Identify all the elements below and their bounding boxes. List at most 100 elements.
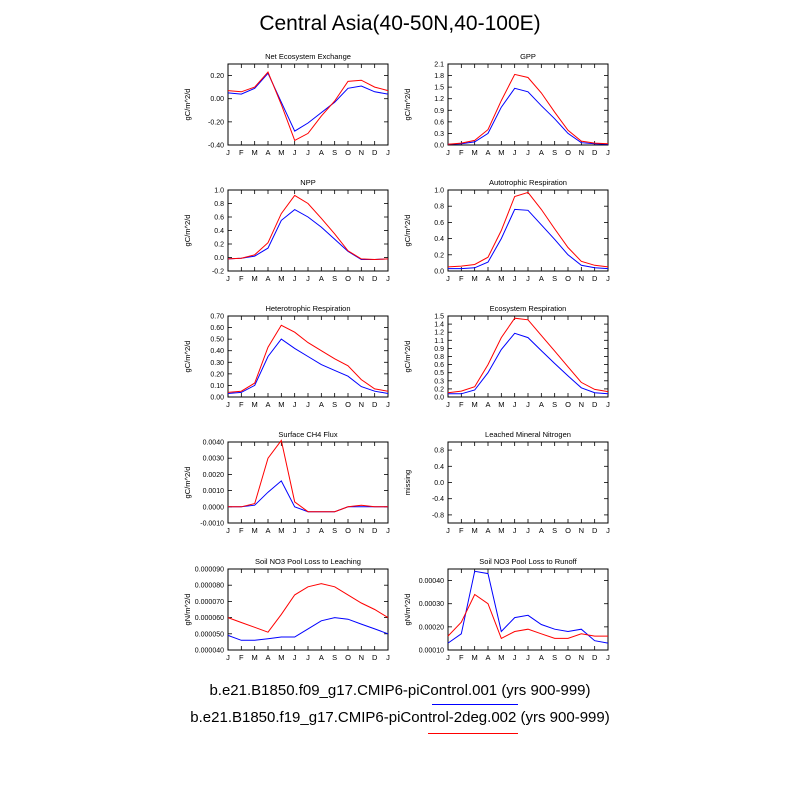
x-tick-label: A: [265, 400, 270, 409]
x-tick-label: J: [226, 274, 230, 283]
series-line-1: [227, 338, 389, 394]
panel-title: Surface CH4 Flux: [278, 430, 337, 439]
x-tick-label: M: [252, 148, 258, 157]
y-tick-label: 1.0: [214, 188, 224, 195]
x-tick-label: A: [265, 148, 270, 157]
x-tick-label: O: [565, 274, 571, 283]
y-tick-label: 0.8: [434, 354, 444, 361]
x-tick-label: J: [606, 148, 610, 157]
x-tick-label: J: [606, 526, 610, 535]
y-tick-label: 0.000090: [195, 567, 224, 574]
series-line-1: [447, 570, 609, 644]
x-tick-label: A: [485, 653, 490, 662]
y-tick-label: 0.6: [434, 362, 444, 369]
plot-frame: [447, 315, 609, 398]
x-tick-label: J: [226, 653, 230, 662]
x-tick-label: J: [293, 274, 297, 283]
y-tick-label: 1.1: [434, 338, 444, 345]
y-tick-label: 0.2: [434, 386, 444, 393]
x-tick-label: D: [592, 274, 598, 283]
x-tick-label: A: [539, 274, 544, 283]
y-tick-label: 1.4: [434, 322, 444, 329]
x-tick-label: A: [539, 148, 544, 157]
y-tick-label: 1.0: [434, 188, 444, 195]
y-tick-label: 0.6: [434, 220, 444, 227]
x-tick-label: O: [565, 653, 571, 662]
panel-title: Leached Mineral Nitrogen: [485, 430, 571, 439]
plot-frame: [447, 568, 609, 651]
x-tick-label: F: [459, 400, 464, 409]
plot-frame: [227, 568, 389, 651]
x-tick-label: J: [446, 526, 450, 535]
y-tick-label: 0.00: [210, 96, 224, 103]
y-tick-label: 0.8: [214, 201, 224, 208]
y-tick-label: 0.4: [214, 228, 224, 235]
x-tick-label: M: [252, 526, 258, 535]
x-tick-label: S: [332, 526, 337, 535]
y-tick-label: 0.4: [434, 464, 444, 471]
x-tick-label: J: [513, 274, 517, 283]
x-tick-label: J: [226, 526, 230, 535]
x-tick-label: O: [565, 148, 571, 157]
x-tick-label: D: [372, 400, 378, 409]
panel-title: Soil NO3 Pool Loss to Leaching: [255, 557, 361, 566]
y-tick-label: 0.60: [210, 325, 224, 332]
series-line-2: [227, 194, 389, 261]
x-tick-label: J: [526, 526, 530, 535]
x-tick-label: A: [539, 653, 544, 662]
series-line-2: [227, 324, 389, 393]
x-tick-label: F: [239, 400, 244, 409]
x-tick-label: A: [319, 148, 324, 157]
y-tick-label: 0.3: [434, 131, 444, 138]
x-tick-label: J: [446, 653, 450, 662]
x-tick-label: J: [386, 526, 390, 535]
y-tick-label: 0.8: [434, 448, 444, 455]
y-tick-label: 1.5: [434, 314, 444, 321]
x-tick-label: A: [485, 148, 490, 157]
series-line-1: [228, 480, 388, 513]
series-line-2: [447, 317, 609, 394]
panel-title: Ecosystem Respiration: [490, 304, 567, 313]
series-line-1: [448, 208, 609, 270]
x-tick-label: M: [278, 274, 284, 283]
x-tick-label: M: [498, 400, 504, 409]
x-tick-label: J: [386, 148, 390, 157]
y-tick-label: -0.8: [432, 512, 444, 519]
x-tick-label: J: [306, 274, 310, 283]
panel-title: NPP: [300, 178, 315, 187]
x-tick-label: M: [278, 148, 284, 157]
y-tick-label: 0.30: [210, 360, 224, 367]
x-tick-label: F: [239, 653, 244, 662]
y-tick-label: -0.2: [212, 269, 224, 276]
y-tick-label: 0.3: [434, 378, 444, 385]
x-tick-label: O: [565, 526, 571, 535]
y-tick-label: -0.20: [208, 119, 224, 126]
panel-title: Soil NO3 Pool Loss to Runoff: [479, 557, 577, 566]
x-tick-label: O: [345, 274, 351, 283]
x-tick-label: A: [319, 400, 324, 409]
y-tick-label: 1.2: [434, 330, 444, 337]
x-tick-label: S: [552, 148, 557, 157]
x-tick-label: F: [459, 653, 464, 662]
x-tick-label: N: [579, 400, 584, 409]
x-tick-label: N: [359, 526, 364, 535]
y-axis-label: gN/m^2/d: [403, 594, 412, 626]
x-tick-label: J: [526, 653, 530, 662]
y-tick-label: 0.10: [210, 383, 224, 390]
y-tick-label: 1.8: [434, 73, 444, 80]
y-tick-label: 0.00030: [419, 601, 444, 608]
x-tick-label: J: [293, 400, 297, 409]
y-tick-label: 1.2: [434, 96, 444, 103]
x-tick-label: J: [446, 274, 450, 283]
y-tick-label: 0.2: [214, 242, 224, 249]
y-tick-label: 0.40: [210, 348, 224, 355]
y-axis-label: gC/m^2/d: [183, 215, 192, 247]
panel-title: GPP: [520, 52, 536, 61]
x-tick-label: S: [332, 653, 337, 662]
legend-line-series-1: [432, 704, 518, 705]
x-tick-label: J: [293, 653, 297, 662]
x-tick-label: A: [265, 653, 270, 662]
x-tick-label: N: [359, 400, 364, 409]
y-tick-label: 1.5: [434, 85, 444, 92]
y-tick-label: 0.20: [210, 73, 224, 80]
